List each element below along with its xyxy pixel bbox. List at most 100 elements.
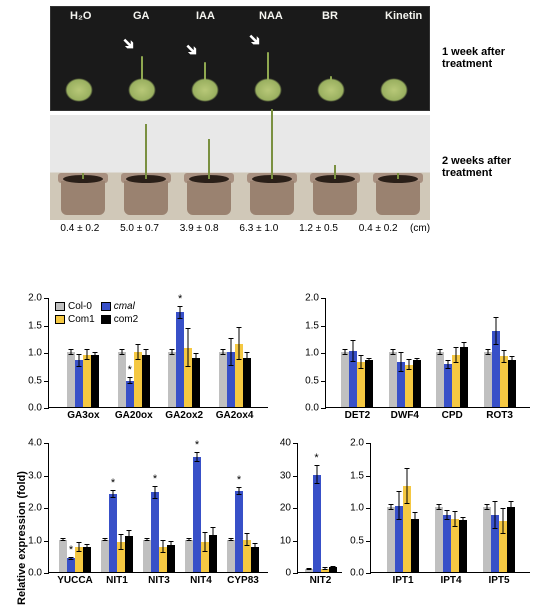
ytick-label: 0 bbox=[285, 568, 291, 579]
x-label: GA2ox2 bbox=[165, 410, 203, 421]
bar-group: * bbox=[168, 312, 200, 407]
bar-group: * bbox=[227, 491, 259, 572]
chart-c2: 0.00.51.01.52.0DET2DWF4CPDROT3 bbox=[325, 298, 530, 408]
bar-group bbox=[483, 507, 515, 572]
significance-star: * bbox=[237, 474, 241, 486]
measurement-value: 0.4 ± 0.2 bbox=[348, 223, 408, 234]
treatment-label: BR bbox=[322, 10, 338, 22]
label-week2: 2 weeks aftertreatment bbox=[442, 155, 511, 179]
bar bbox=[142, 355, 150, 407]
bar bbox=[452, 355, 460, 407]
x-label: GA20ox bbox=[115, 410, 153, 421]
bar bbox=[118, 352, 126, 407]
ytick-label: 2.0 bbox=[28, 293, 42, 304]
ytick-label: 1.5 bbox=[305, 320, 319, 331]
ytick-label: 0.0 bbox=[305, 403, 319, 414]
label-week1: 1 week aftertreatment bbox=[442, 46, 505, 70]
x-label: IPT5 bbox=[488, 575, 509, 586]
ytick-label: 0.0 bbox=[28, 568, 42, 579]
bar bbox=[75, 360, 83, 407]
bar bbox=[159, 547, 167, 572]
x-label: DET2 bbox=[345, 410, 371, 421]
plant-icon bbox=[380, 78, 408, 102]
ytick-label: 0.0 bbox=[350, 568, 364, 579]
bar bbox=[251, 547, 259, 572]
ytick-label: 1.0 bbox=[305, 348, 319, 359]
x-label: NIT3 bbox=[148, 575, 170, 586]
x-label: NIT1 bbox=[106, 575, 128, 586]
treatment-label: IAA bbox=[196, 10, 215, 22]
bar bbox=[219, 352, 227, 407]
ytick-label: 3.0 bbox=[28, 470, 42, 481]
bar-group: * bbox=[185, 457, 217, 572]
pot-icon bbox=[373, 173, 423, 215]
bar bbox=[305, 569, 313, 572]
bar bbox=[413, 360, 421, 407]
bar-group bbox=[219, 344, 251, 407]
bar bbox=[185, 540, 193, 573]
bar bbox=[492, 331, 500, 407]
bar bbox=[436, 352, 444, 407]
bar bbox=[83, 355, 91, 407]
x-label: NIT2 bbox=[310, 575, 332, 586]
bar bbox=[101, 540, 109, 573]
x-label: NIT4 bbox=[190, 575, 212, 586]
bar bbox=[227, 540, 235, 573]
treatment-label: Kinetin bbox=[385, 10, 422, 22]
measurement-value: 3.9 ± 0.8 bbox=[169, 223, 229, 234]
bar bbox=[59, 540, 67, 573]
measurement-value: 1.2 ± 0.5 bbox=[289, 223, 349, 234]
x-label: ROT3 bbox=[486, 410, 513, 421]
bar bbox=[507, 507, 515, 572]
ytick-label: 1.5 bbox=[28, 320, 42, 331]
ytick-label: 2.0 bbox=[305, 293, 319, 304]
plant-icon bbox=[254, 78, 282, 102]
bar bbox=[365, 360, 373, 407]
bar bbox=[67, 352, 75, 407]
bar bbox=[143, 540, 151, 573]
bar bbox=[349, 351, 357, 407]
ytick-label: 2.0 bbox=[28, 503, 42, 514]
bar bbox=[499, 521, 507, 572]
significance-star: * bbox=[153, 473, 157, 485]
x-label: DWF4 bbox=[391, 410, 419, 421]
chart-c4: 010203040*NIT2 bbox=[297, 443, 342, 573]
significance-star: * bbox=[128, 364, 132, 376]
ytick-label: 1.0 bbox=[28, 535, 42, 546]
pot-icon bbox=[121, 173, 171, 215]
x-label: GA2ox4 bbox=[216, 410, 254, 421]
plant-icon bbox=[191, 78, 219, 102]
pot-icon bbox=[58, 173, 108, 215]
ytick-label: 40 bbox=[280, 438, 291, 449]
bar bbox=[125, 536, 133, 572]
bar bbox=[389, 352, 397, 407]
bar-group: * bbox=[101, 494, 133, 572]
bar-group bbox=[389, 352, 421, 407]
chart-c1: 0.00.51.01.52.0GA3ox*GA20ox*GA2ox2GA2ox4 bbox=[48, 298, 268, 408]
bar bbox=[387, 507, 395, 572]
bar bbox=[91, 355, 99, 407]
bar bbox=[184, 348, 192, 407]
bar bbox=[321, 569, 329, 572]
significance-star: * bbox=[195, 439, 199, 451]
bar: * bbox=[67, 558, 75, 572]
measurement-value: 0.4 ± 0.2 bbox=[50, 223, 110, 234]
bar: * bbox=[176, 312, 184, 407]
bar bbox=[443, 515, 451, 572]
bar bbox=[459, 520, 467, 572]
ytick-label: 0.0 bbox=[28, 403, 42, 414]
ytick-label: 1.0 bbox=[28, 348, 42, 359]
bar: * bbox=[313, 475, 321, 573]
measurement-value: 6.3 ± 1.0 bbox=[229, 223, 289, 234]
bar bbox=[491, 515, 499, 572]
bar bbox=[483, 507, 491, 572]
bar: * bbox=[235, 491, 243, 572]
plant-icon bbox=[317, 78, 345, 102]
bar bbox=[243, 540, 251, 573]
significance-star: * bbox=[69, 544, 73, 556]
bar bbox=[201, 542, 209, 572]
x-label: YUCCA bbox=[57, 575, 93, 586]
treatment-label: H₂O bbox=[70, 10, 91, 22]
bar bbox=[209, 535, 217, 572]
bar: * bbox=[151, 492, 159, 572]
